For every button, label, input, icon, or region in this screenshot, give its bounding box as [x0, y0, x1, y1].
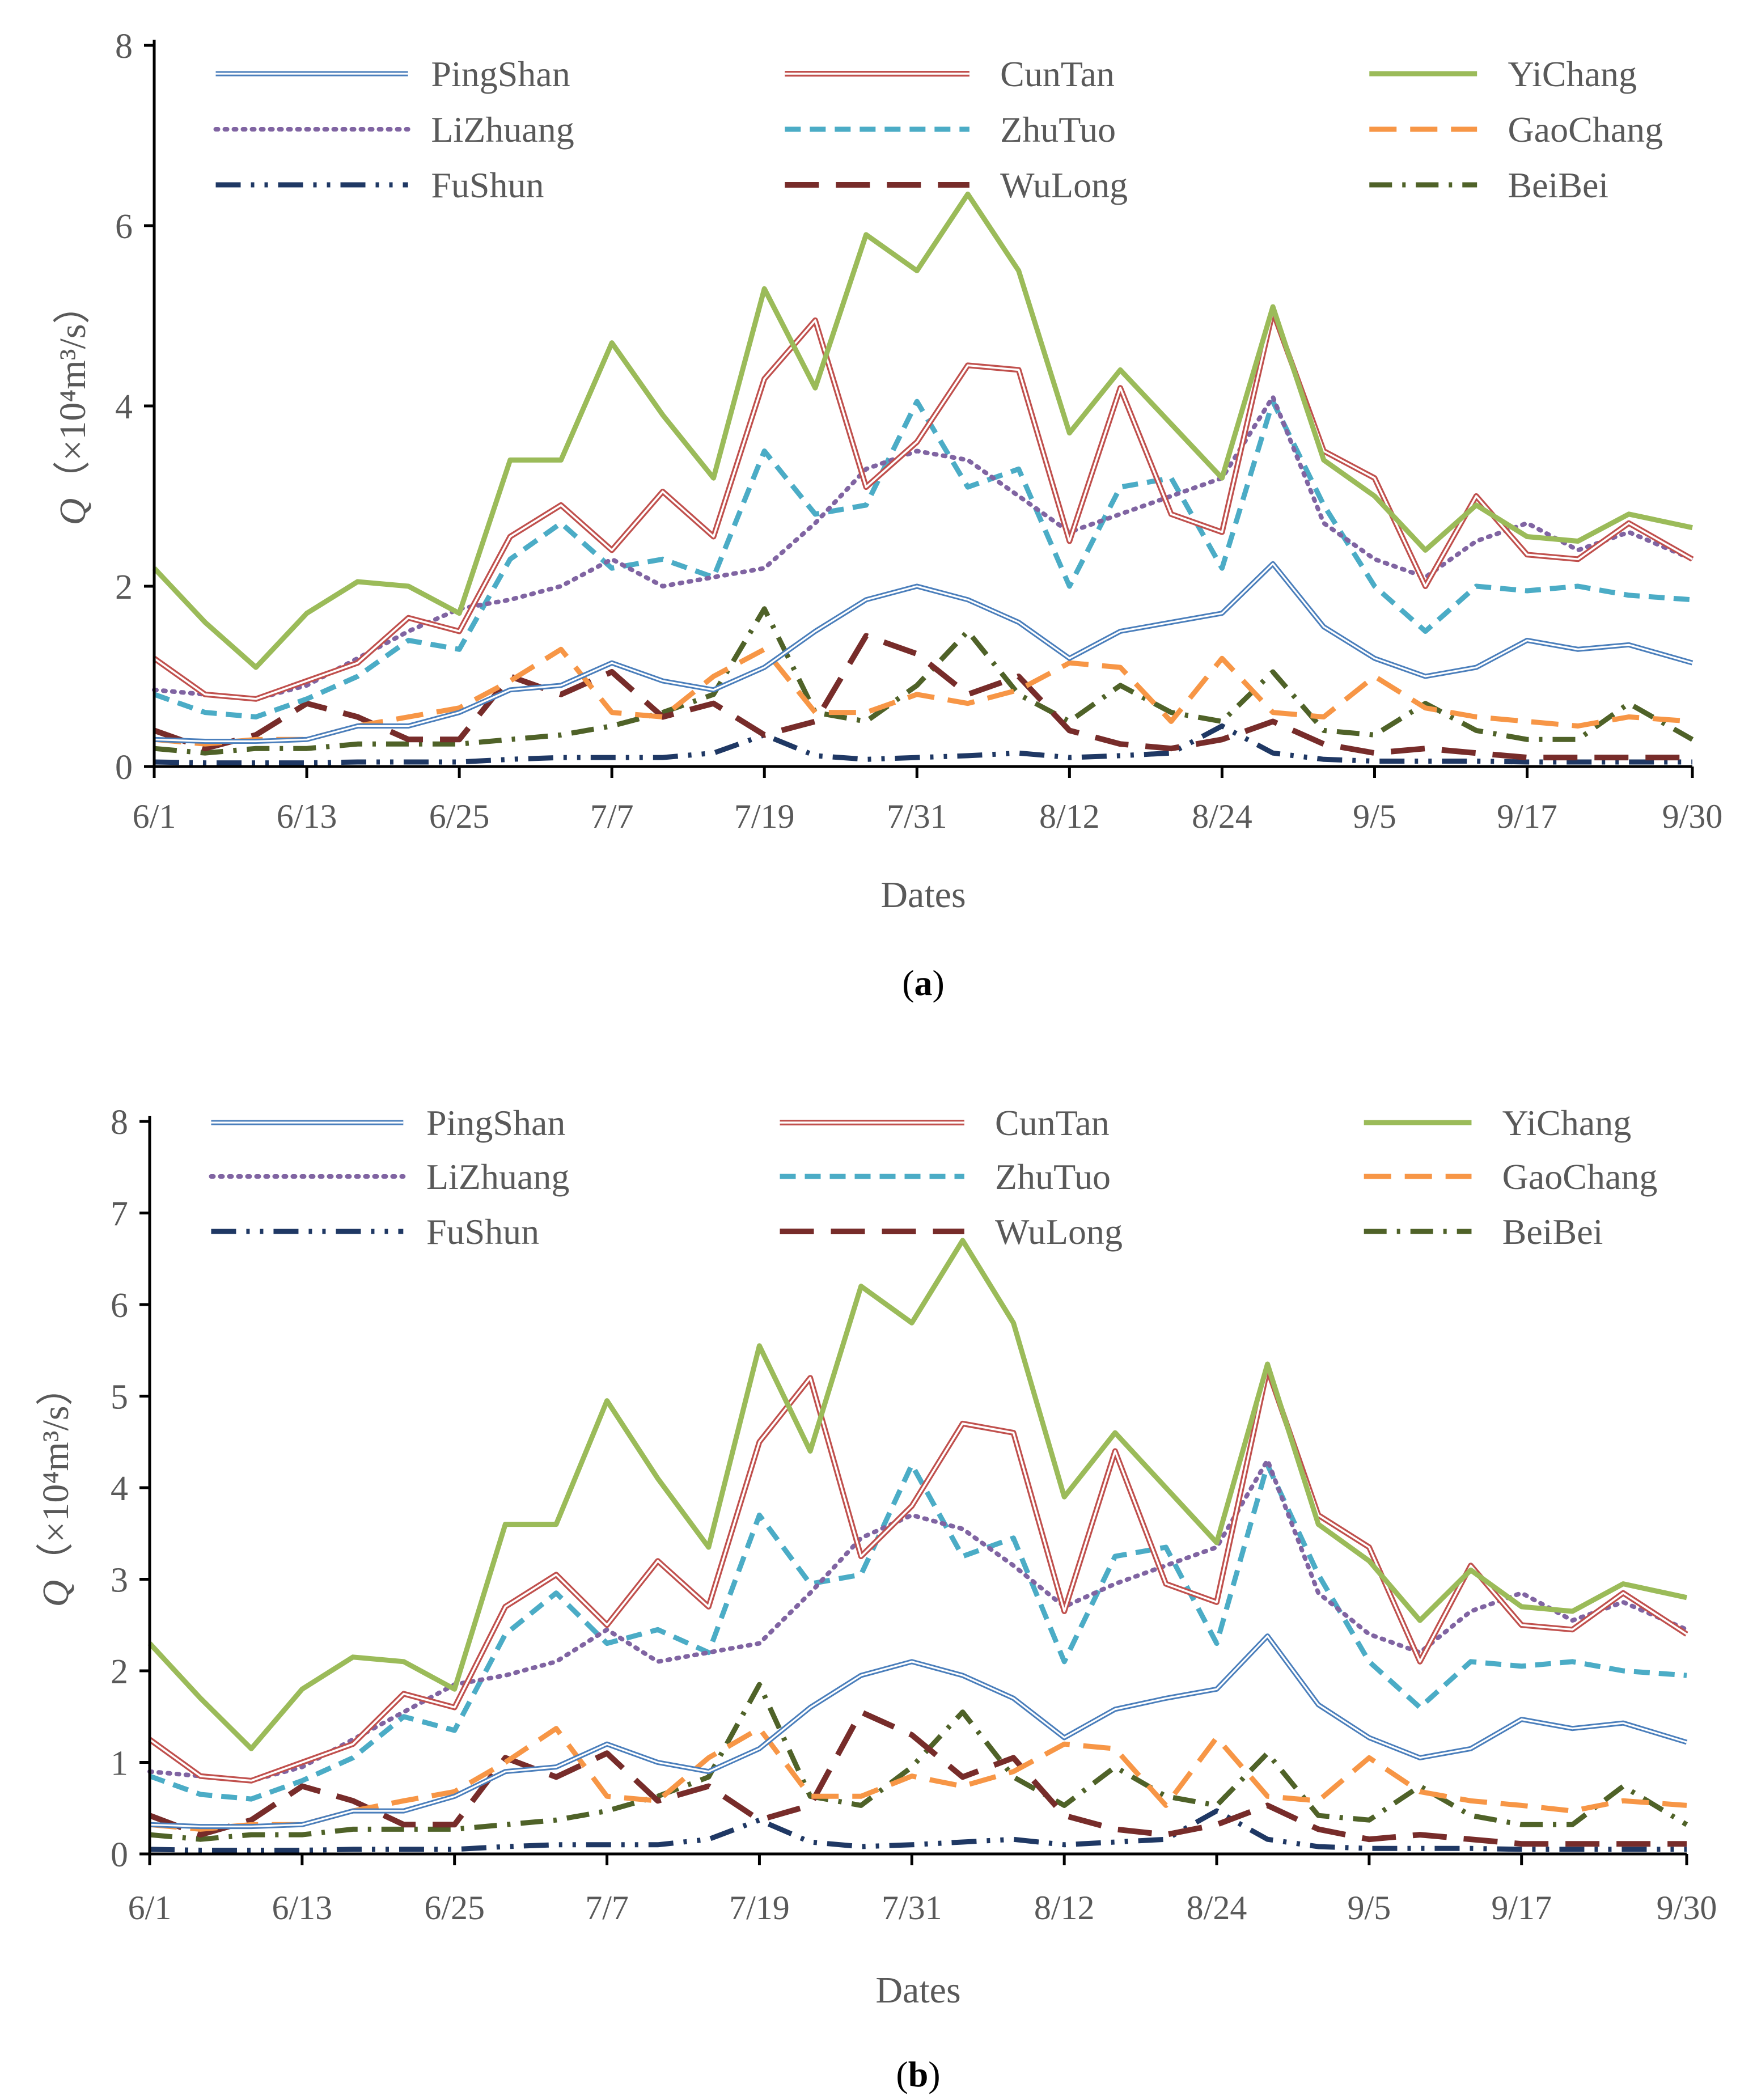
x-tick-label: 9/17: [1497, 798, 1557, 835]
x-tick-label: 9/17: [1491, 1889, 1552, 1927]
x-tick-label: 7/31: [882, 1889, 942, 1927]
series-beibei-line: [150, 1684, 1687, 1839]
chart-caption: (b): [896, 2054, 940, 2094]
y-tick-label: 2: [111, 1653, 128, 1691]
y-tick-label: 3: [111, 1561, 128, 1600]
series-wulong-line: [150, 1712, 1687, 1844]
legend-label-lizhuang: LiZhuang: [431, 109, 574, 150]
x-tick-label: 6/13: [272, 1889, 333, 1927]
x-tick-label: 6/25: [424, 1889, 485, 1927]
legend-label-pingshan: PingShan: [431, 54, 570, 94]
x-tick-label: 7/19: [734, 798, 795, 835]
series-group: [150, 1240, 1687, 1851]
caption-close-paren: ): [933, 963, 945, 1003]
x-tick-label: 9/5: [1353, 798, 1396, 835]
x-axis-title: Dates: [875, 1970, 960, 2011]
legend-label-zhutuo: ZhuTuo: [995, 1157, 1111, 1197]
y-axis-title-units: （×10⁴m³/s）: [52, 286, 94, 498]
y-tick-label: 4: [115, 388, 133, 426]
legend-label-wulong: WuLong: [1000, 165, 1128, 205]
x-axis-title: Dates: [880, 874, 966, 916]
series-group: [154, 194, 1692, 763]
y-axis-title: Q（×10⁴m³/s）: [52, 286, 94, 525]
legend-label-wulong: WuLong: [995, 1212, 1123, 1252]
legend-label-gaochang: GaoChang: [1502, 1157, 1658, 1197]
x-tick-label: 8/12: [1039, 798, 1100, 835]
x-tick-label: 8/12: [1034, 1889, 1095, 1927]
legend-label-fushun: FuShun: [431, 165, 544, 205]
x-tick-label: 7/31: [887, 798, 947, 835]
legend-label-cuntan: CunTan: [1000, 54, 1115, 94]
y-tick-label: 2: [115, 568, 133, 607]
legend-label-gaochang: GaoChang: [1508, 109, 1663, 150]
series-lizhuang-line: [154, 397, 1692, 699]
series-cuntan-outer: [150, 1369, 1687, 1781]
x-tick-label: 7/7: [590, 798, 634, 835]
legend-label-beibei: BeiBei: [1508, 165, 1608, 205]
x-tick-label: 6/13: [277, 798, 337, 835]
legend-label-lizhuang: LiZhuang: [426, 1157, 569, 1197]
series-gaochang-line: [154, 649, 1692, 744]
caption-open-paren: (: [902, 963, 914, 1003]
x-tick-label: 8/24: [1192, 798, 1252, 835]
caption-letter: b: [908, 2054, 929, 2094]
legend-label-yichang: YiChang: [1502, 1103, 1632, 1143]
series-cuntan-outer: [154, 311, 1692, 699]
series-beibei-line: [154, 609, 1692, 753]
x-tick-label: 9/5: [1348, 1889, 1391, 1927]
series-pingshan-outer: [150, 1636, 1687, 1827]
y-tick-label: 8: [115, 27, 133, 66]
y-tick-label: 6: [111, 1286, 128, 1325]
y-axis-title-symbol: Q: [35, 1580, 77, 1607]
x-tick-label: 9/30: [1657, 1889, 1717, 1927]
chart-caption: (a): [902, 963, 945, 1003]
legend-label-pingshan: PingShan: [426, 1103, 565, 1143]
figure-canvas: 024686/1 6/13 6/25 7/7 7/19 7/31 8/12 8/24 9/5 9/…: [0, 0, 1757, 2100]
y-tick-label: 1: [111, 1745, 128, 1783]
legend-label-beibei: BeiBei: [1502, 1212, 1603, 1252]
legend-label-fushun: FuShun: [426, 1212, 539, 1252]
x-tick-label: 6/1: [133, 798, 176, 835]
y-axis-title-units: （×10⁴m³/s）: [35, 1368, 77, 1580]
y-tick-label: 7: [111, 1195, 128, 1234]
x-tick-label: 7/19: [729, 1889, 790, 1927]
y-tick-label: 4: [111, 1470, 128, 1508]
legend-label-cuntan: CunTan: [995, 1103, 1110, 1143]
y-tick-label: 0: [111, 1836, 128, 1874]
chart-a: 0 2 4 6 8 6/1 6/13 6/25 7/7 7/19 7/31 8/12 8/24 9/5 9/…: [52, 27, 1722, 1003]
series-fushun-line: [154, 726, 1692, 763]
x-tick-label: 6/25: [429, 798, 490, 835]
x-tick-label: 8/24: [1187, 1889, 1247, 1927]
x-tick-label: 9/30: [1662, 798, 1723, 835]
y-axis-title-symbol: Q: [52, 498, 94, 526]
legend-label-yichang: YiChang: [1508, 54, 1637, 94]
caption-letter: a: [915, 963, 933, 1003]
y-axis-title: Q（×10⁴m³/s）: [35, 1368, 77, 1607]
x-tick-label: 6/1: [128, 1889, 172, 1927]
y-tick-label: 6: [115, 208, 133, 246]
y-tick-label: 0: [115, 748, 133, 787]
chart-b: 0 1 2 3 4 5 6 7 8 6/1 6/13 6/25 7/7 7/19 7/31 8/12 8/24 9…: [35, 1103, 1717, 2094]
caption-close-paren: ): [928, 2054, 940, 2094]
y-tick-label: 8: [111, 1103, 128, 1142]
legend-label-zhutuo: ZhuTuo: [1000, 109, 1116, 150]
x-tick-label: 7/7: [585, 1889, 629, 1927]
caption-open-paren: (: [896, 2054, 908, 2094]
legend: PingShan CunTan YiChang LiZhuang ZhuTuo GaoCh…: [211, 1103, 1657, 1252]
legend: PingShan CunTan YiChang LiZhuang ZhuTuo GaoCh…: [216, 54, 1663, 205]
y-tick-label: 5: [111, 1378, 128, 1417]
series-fushun-line: [150, 1811, 1687, 1850]
